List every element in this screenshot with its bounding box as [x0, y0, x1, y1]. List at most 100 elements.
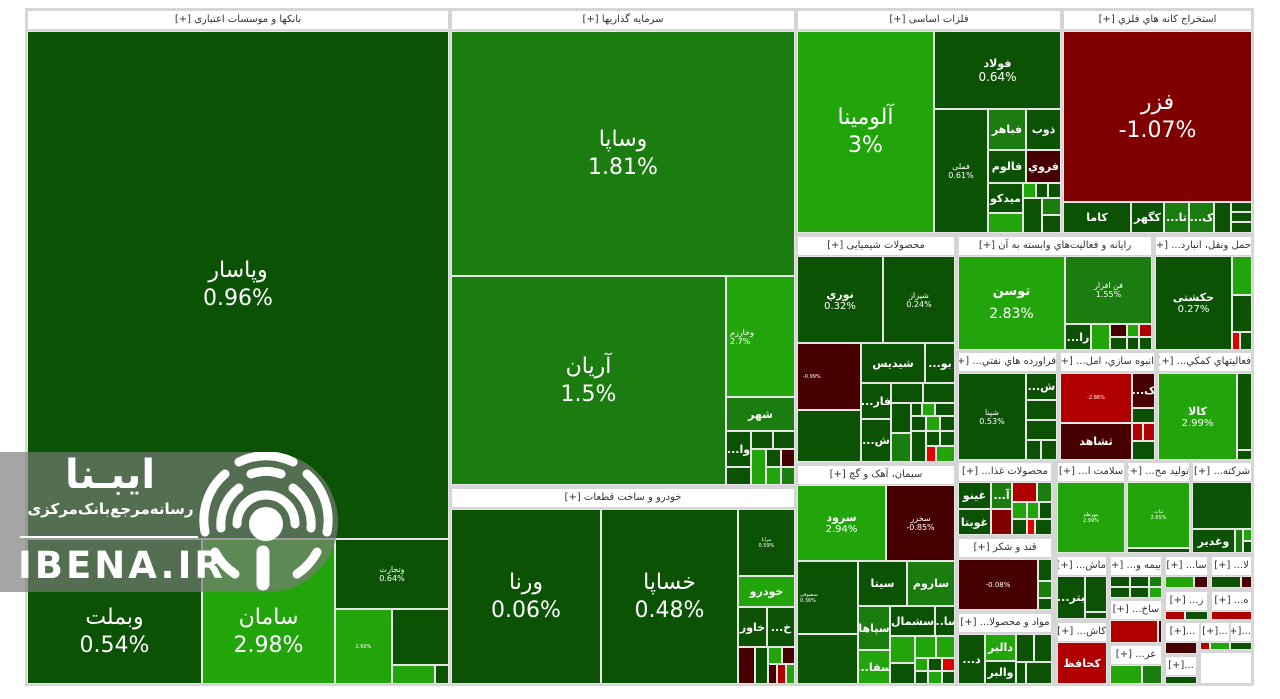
- tile-saroom[interactable]: ساروم: [907, 561, 955, 606]
- tile[interactable]: [1110, 337, 1127, 350]
- tile[interactable]: [891, 383, 923, 403]
- tile[interactable]: [928, 671, 942, 684]
- tile[interactable]: [1085, 576, 1107, 612]
- sector-header-x4[interactable]: ...[+]: [1165, 656, 1197, 676]
- tile-kh[interactable]: ...خ: [767, 607, 795, 647]
- tile[interactable]: [1165, 576, 1194, 588]
- tile[interactable]: [926, 446, 936, 462]
- tile-kala[interactable]: کالا 2.99%: [1158, 373, 1237, 460]
- tile[interactable]: [890, 636, 915, 663]
- tile[interactable]: [768, 647, 782, 664]
- tile[interactable]: [940, 416, 955, 431]
- tile[interactable]: [1039, 502, 1052, 519]
- tile-sh2[interactable]: ...ش: [1026, 373, 1057, 400]
- tile[interactable]: [891, 403, 911, 433]
- tile[interactable]: [942, 658, 955, 671]
- sector-header-auto[interactable]: خودرو و ساخت قطعات [+]: [451, 488, 795, 508]
- tile[interactable]: [1143, 423, 1155, 441]
- tile[interactable]: [1237, 450, 1252, 460]
- tile-a[interactable]: ...آ: [991, 482, 1012, 509]
- tile-d[interactable]: ...د: [958, 634, 985, 684]
- tile[interactable]: [777, 664, 786, 684]
- tile-far[interactable]: ...فار: [861, 383, 891, 419]
- tile[interactable]: [1026, 420, 1057, 440]
- tile[interactable]: [1139, 324, 1152, 337]
- tile-k2[interactable]: ...ک: [1132, 373, 1155, 408]
- tile-varna[interactable]: ورنا 0.06%: [451, 509, 601, 684]
- tile-fameli[interactable]: فملی 0.61%: [934, 109, 988, 233]
- tile[interactable]: [392, 609, 449, 665]
- tile[interactable]: [726, 467, 751, 485]
- tile-fanafzar[interactable]: فن افزار 1.55%: [1065, 256, 1152, 324]
- tile-farvi[interactable]: فروي: [1026, 150, 1061, 183]
- tile[interactable]: [1110, 324, 1127, 337]
- tile[interactable]: [1027, 519, 1035, 535]
- sector-header-ar[interactable]: عر... [+]: [1110, 645, 1162, 665]
- tile[interactable]: [1036, 183, 1048, 198]
- sector-header-investments[interactable]: سرمایه گذاریها [+]: [451, 10, 795, 30]
- tile[interactable]: [1130, 576, 1149, 587]
- tile[interactable]: [1023, 198, 1042, 233]
- tile[interactable]: [926, 431, 940, 446]
- tile[interactable]: [890, 663, 915, 684]
- tile[interactable]: [1035, 519, 1052, 535]
- tile[interactable]: [1211, 576, 1241, 588]
- tile-ta[interactable]: ...تا: [1164, 202, 1189, 233]
- tile-arian[interactable]: آریان 1.5%: [451, 276, 726, 485]
- tile[interactable]: [915, 658, 928, 671]
- tile[interactable]: [1165, 676, 1197, 684]
- tile[interactable]: [435, 665, 449, 684]
- tile-sekhzar[interactable]: سخزر -0.85%: [886, 485, 955, 561]
- tile[interactable]: [926, 416, 940, 431]
- tile[interactable]: [1231, 212, 1252, 222]
- tile-khavar[interactable]: خاور: [738, 607, 767, 647]
- tile-hakashti[interactable]: حکشتی 0.27%: [1155, 256, 1232, 350]
- sector-header-banks[interactable]: بانکها و موسسات اعتباری [+]: [27, 10, 449, 30]
- tile[interactable]: [1085, 612, 1107, 619]
- tile[interactable]: [392, 665, 435, 684]
- sector-header-mining[interactable]: استخراج کانه هاي فلزي [+]: [1063, 10, 1252, 30]
- sector-header-health[interactable]: سلامت ا... [+]: [1057, 462, 1125, 482]
- tile-alumina[interactable]: آلومینا 3%: [797, 31, 934, 233]
- sector-header-h[interactable]: ه... [+]: [1211, 591, 1252, 611]
- tile[interactable]: [1110, 620, 1158, 643]
- tile-shahed[interactable]: ثشاهد: [1060, 423, 1132, 460]
- tile[interactable]: [942, 671, 955, 684]
- tile[interactable]: [786, 664, 795, 684]
- tile-kama[interactable]: کاما: [1063, 202, 1131, 233]
- tile-kgohar[interactable]: کگهر: [1131, 202, 1164, 233]
- tile[interactable]: [1231, 222, 1252, 233]
- tile-sita[interactable]: سیتا: [858, 561, 907, 606]
- tile[interactable]: [1211, 611, 1252, 620]
- sector-header-sakh[interactable]: ساخ... [+]: [1110, 600, 1162, 620]
- tile-ra[interactable]: ...را: [1065, 324, 1091, 350]
- tile[interactable]: 2.60%: [335, 609, 392, 684]
- tile[interactable]: [1048, 183, 1061, 198]
- tile[interactable]: [1194, 576, 1208, 588]
- tile-sesoofi[interactable]: سصوفی 0.36%: [797, 561, 858, 634]
- tile[interactable]: [1016, 634, 1034, 662]
- sector-header-aux[interactable]: فعالیتهاي كمكي... [+]: [1158, 352, 1252, 372]
- tile[interactable]: [1165, 642, 1197, 654]
- tile[interactable]: [1042, 198, 1061, 215]
- sector-header-oil[interactable]: فراورده هاي نفتي... [+]: [958, 352, 1057, 372]
- tile[interactable]: [781, 467, 795, 485]
- sector-header-building[interactable]: انبوه سازي، امل... [+]: [1060, 352, 1155, 372]
- tile[interactable]: [1041, 440, 1057, 460]
- tile[interactable]: [782, 647, 795, 664]
- tile[interactable]: [1110, 665, 1142, 684]
- sector-header-x3[interactable]: ...[+]: [1230, 622, 1252, 642]
- sector-header-la[interactable]: لا... [+]: [1211, 556, 1252, 576]
- tile[interactable]: [922, 403, 935, 416]
- tile[interactable]: [1210, 642, 1230, 650]
- tile[interactable]: [751, 449, 766, 485]
- tile-faloom[interactable]: فالوم: [988, 150, 1026, 183]
- tile-btr[interactable]: ...بتر: [1057, 576, 1085, 619]
- tile[interactable]: مهرطم 2.99%: [1057, 482, 1125, 553]
- tile-khodro[interactable]: خودرو: [738, 576, 795, 607]
- tile-vghadir[interactable]: وغدیر: [1192, 529, 1235, 553]
- tile[interactable]: [1012, 482, 1037, 502]
- tile[interactable]: [911, 431, 926, 462]
- tile-fazar[interactable]: فزر -1.07%: [1063, 31, 1252, 202]
- tile-shiraz[interactable]: شیراز 0.24%: [883, 256, 955, 343]
